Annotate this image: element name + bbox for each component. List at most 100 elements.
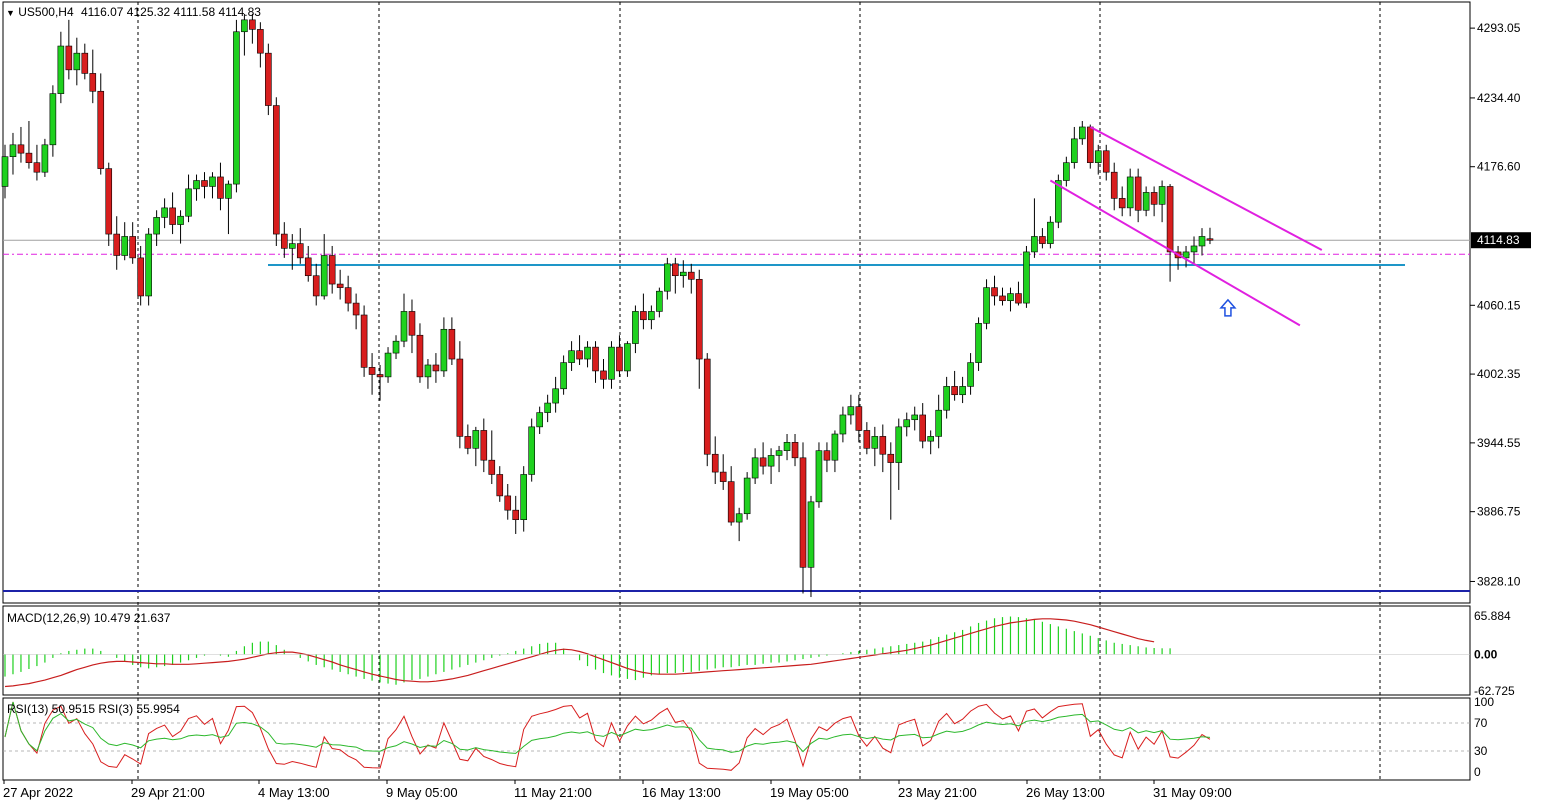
candle-body: [983, 287, 990, 324]
time-tick-label: 23 May 21:00: [898, 785, 977, 800]
current-price-label: 4114.83: [1477, 233, 1520, 247]
candle-body: [1142, 192, 1150, 211]
candle-body: [735, 513, 743, 523]
candle-body: [656, 290, 663, 312]
candle-body: [512, 509, 520, 520]
candle-body: [1166, 186, 1174, 253]
candle-body: [161, 207, 168, 218]
channel-upper-line: [1089, 126, 1323, 251]
candle-body: [376, 374, 384, 378]
candle-body: [616, 346, 623, 372]
candle-body: [823, 450, 831, 461]
candle-body: [767, 455, 775, 467]
candle-body: [504, 495, 512, 511]
candle-body: [400, 311, 408, 342]
candle-body: [1190, 245, 1198, 253]
candle-body: [687, 271, 695, 280]
candle-body: [1118, 198, 1126, 209]
candle-body: [73, 52, 81, 71]
channel-lower-line: [1049, 179, 1301, 327]
candle-body: [1007, 293, 1014, 302]
time-tick-label: 11 May 21:00: [514, 785, 592, 800]
candle-body: [839, 414, 847, 435]
candle-body: [672, 263, 679, 277]
time-tick-label: 16 May 13:00: [642, 785, 721, 800]
candle-body: [576, 350, 583, 360]
candle-body: [783, 442, 791, 451]
candle-body: [129, 236, 136, 259]
candle-body: [911, 414, 919, 421]
candle-body: [288, 243, 296, 249]
candle-body: [185, 188, 192, 217]
candle-body: [544, 402, 551, 413]
candle-body: [344, 287, 352, 304]
rsi-tick-label: 30: [1474, 744, 1488, 758]
current-price-box: [1471, 232, 1531, 249]
candle-body: [679, 271, 687, 277]
rsi-label: RSI(13) 50.9515 RSI(3) 55.9954: [7, 702, 180, 716]
candle-body: [241, 19, 248, 33]
candle-body: [847, 406, 855, 416]
time-tick-label: 31 May 09:00: [1153, 785, 1232, 800]
candle-body: [296, 243, 304, 259]
candle-body: [1039, 236, 1046, 244]
macd-tick-label: 65.884: [1474, 609, 1511, 623]
descending-channel[interactable]: [1049, 126, 1323, 327]
candle-body: [1086, 126, 1094, 163]
candle-body: [855, 406, 863, 431]
candle-body: [41, 144, 49, 173]
candle-body: [193, 180, 200, 190]
candle-body: [169, 207, 176, 225]
candle-body: [879, 436, 887, 455]
price-panel[interactable]: [2, 1, 1471, 604]
macd-panel[interactable]: [2, 605, 1471, 696]
candle-body: [1182, 251, 1190, 259]
candle-body: [951, 386, 958, 396]
candle-body: [1047, 221, 1054, 244]
candle-body: [360, 314, 368, 368]
candle-body: [1102, 150, 1110, 173]
candle-body: [49, 93, 57, 146]
time-tick-label: 26 May 13:00: [1026, 785, 1105, 800]
candle-body: [919, 414, 927, 442]
candle-body: [416, 334, 424, 378]
candle-body: [312, 275, 320, 297]
candle-body: [33, 162, 41, 173]
candle-body: [328, 255, 336, 285]
candle-body: [703, 358, 711, 455]
price-tick-label: 4234.40: [1477, 91, 1521, 105]
rsi13-line: [4, 701, 1211, 754]
candle-body: [384, 352, 392, 378]
candle-body: [1150, 192, 1158, 205]
candle-body: [975, 323, 982, 363]
price-tick-label: 4293.05: [1477, 21, 1521, 35]
rsi-tick-label: 0: [1474, 765, 1481, 779]
price-tick-label: 4176.60: [1477, 160, 1521, 174]
rsi-tick-label: 70: [1474, 716, 1488, 730]
candle-body: [1071, 138, 1078, 163]
candle-body: [1015, 293, 1022, 304]
chart-header: ▼ US500,H4 4116.07 4125.32 4111.58 4114.…: [6, 5, 261, 19]
candle-body: [799, 457, 807, 568]
candle-body: [448, 328, 456, 360]
macd-label: MACD(12,26,9) 10.479 21.637: [7, 611, 171, 625]
horizontal-levels: [3, 239, 1470, 592]
candle-body: [1063, 162, 1070, 181]
price-tick-label: 4002.35: [1477, 367, 1521, 381]
candle-body: [336, 283, 344, 288]
candle-body: [608, 346, 615, 380]
down-triangle-icon[interactable]: ▼: [6, 8, 15, 18]
rsi-panel[interactable]: [2, 697, 1471, 781]
candle-body: [432, 364, 440, 372]
vertical-grid: [137, 2, 1381, 780]
candle-body: [695, 278, 703, 360]
candle-body: [97, 90, 105, 169]
candle-body: [927, 436, 934, 442]
candle-body: [727, 481, 735, 523]
price-tick-label: 4060.15: [1477, 298, 1521, 312]
candle-body: [743, 477, 751, 515]
candle-body: [592, 346, 599, 372]
candle-body: [967, 362, 974, 387]
candle-body: [177, 215, 184, 225]
